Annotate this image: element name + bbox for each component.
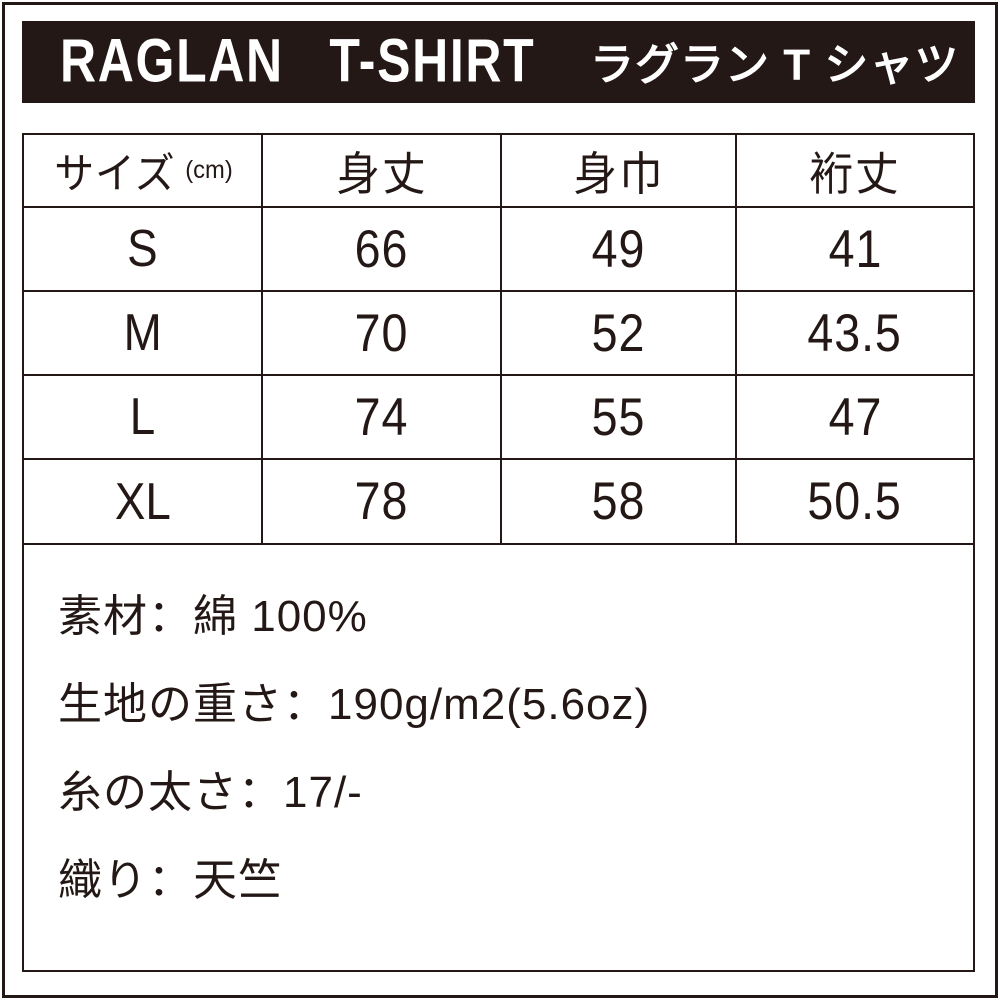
table-row-xl: XL 78 58 50.5 [24, 460, 973, 545]
size-value: XL [114, 472, 171, 531]
cell-body-length-s: 66 [263, 208, 502, 292]
body-width-value: 49 [591, 219, 646, 279]
cell-body-width-l: 55 [502, 376, 737, 460]
size-value: L [129, 388, 156, 446]
cell-body-width-s: 49 [502, 208, 737, 292]
body-length-value: 78 [354, 472, 409, 531]
cell-body-length-l: 74 [263, 376, 502, 460]
size-chart-table: サイズ (cm) 身丈 身巾 裄丈 S 66 49 4 [24, 135, 973, 545]
header-cell-body-length: 身丈 [263, 135, 502, 208]
cell-sleeve-length-l: 47 [737, 376, 973, 460]
spec-sheet-body: サイズ (cm) 身丈 身巾 裄丈 S 66 49 4 [22, 133, 975, 972]
cell-size-l: L [24, 376, 263, 460]
body-length-value: 74 [354, 387, 409, 447]
title-bar: RAGLAN T-SHIRT ラグラン T シャツ [22, 21, 975, 103]
product-title-japanese: ラグラン T シャツ [590, 40, 960, 90]
cell-sleeve-length-xl: 50.5 [737, 460, 973, 545]
sleeve-length-value: 50.5 [807, 472, 903, 531]
cell-size-xl: XL [24, 460, 263, 545]
body-width-value: 55 [591, 387, 646, 447]
sleeve-length-column-label: 裄丈 [809, 147, 901, 200]
cell-body-length-m: 70 [263, 292, 502, 376]
header-cell-size: サイズ (cm) [24, 135, 263, 208]
body-width-value: 52 [591, 303, 646, 363]
cell-size-m: M [24, 292, 263, 376]
cell-sleeve-length-s: 41 [737, 208, 973, 292]
cell-body-width-m: 52 [502, 292, 737, 376]
size-column-label: サイズ [53, 150, 176, 197]
table-header-row: サイズ (cm) 身丈 身巾 裄丈 [24, 135, 973, 208]
table-row-m: M 70 52 43.5 [24, 292, 973, 376]
cell-body-length-xl: 78 [263, 460, 502, 545]
size-unit-label: (cm) [185, 156, 234, 184]
table-row-l: L 74 55 47 [24, 376, 973, 460]
sleeve-length-value: 41 [828, 219, 882, 279]
detail-fabric-weight: 生地の重さ：190g/m2(5.6oz) [58, 680, 651, 729]
size-value: M [123, 304, 162, 362]
body-length-value: 66 [354, 219, 409, 279]
detail-weave: 織り：天竺 [58, 856, 283, 905]
detail-yarn-count: 糸の太さ：17/- [58, 768, 363, 817]
cell-sleeve-length-m: 43.5 [737, 292, 973, 376]
detail-material: 素材：綿 100% [58, 592, 368, 641]
size-value: S [127, 220, 158, 278]
product-title-english: RAGLAN T-SHIRT [60, 26, 536, 95]
body-length-column-label: 身丈 [335, 147, 428, 200]
header-cell-sleeve-length: 裄丈 [737, 135, 973, 208]
fabric-details: 素材：綿 100% 生地の重さ：190g/m2(5.6oz) 糸の太さ：17/-… [24, 545, 973, 920]
cell-size-s: S [24, 208, 263, 292]
header-cell-body-width: 身巾 [502, 135, 737, 208]
body-length-value: 70 [354, 303, 409, 363]
sleeve-length-value: 43.5 [807, 303, 903, 363]
body-width-value: 58 [591, 472, 646, 531]
cell-body-width-xl: 58 [502, 460, 737, 545]
table-row-s: S 66 49 41 [24, 208, 973, 292]
sleeve-length-value: 47 [828, 387, 882, 447]
body-width-column-label: 身巾 [572, 147, 665, 200]
